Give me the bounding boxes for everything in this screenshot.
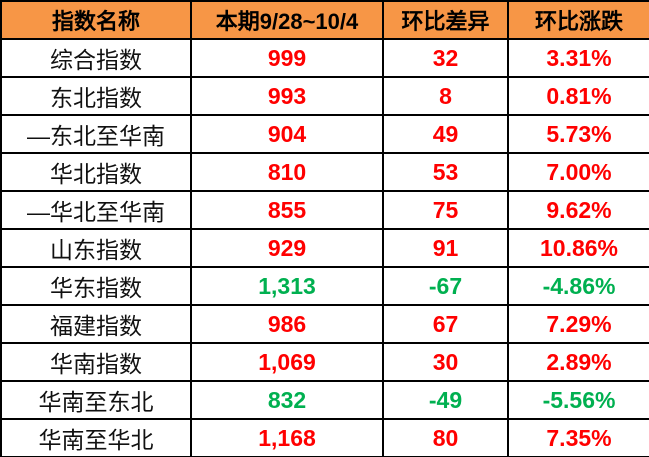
diff-cell: 32 [382,38,509,78]
current-value-cell: 993 [190,76,384,116]
table-row: —华北至华南 855 75 9.62% [0,190,649,230]
current-value-cell: 855 [190,190,384,230]
index-name-cell: 山东指数 [0,228,192,268]
current-value-cell: 1,069 [190,342,384,382]
diff-cell: 30 [382,342,509,382]
col-header-change: 环比涨跌 [507,0,649,40]
col-header-diff: 环比差异 [382,0,509,40]
diff-cell: 53 [382,152,509,192]
change-cell: 7.00% [507,152,649,192]
change-cell: -4.86% [507,266,649,306]
change-cell: 9.62% [507,190,649,230]
index-name-cell: 东北指数 [0,76,192,116]
diff-cell: 80 [382,418,509,457]
index-name-cell: 华南至华北 [0,418,192,457]
index-name-cell: 华南至东北 [0,380,192,420]
diff-cell: 8 [382,76,509,116]
diff-cell: 67 [382,304,509,344]
table-row: 东北指数 993 8 0.81% [0,76,649,116]
col-header-current-period: 本期9/28~10/4 [190,0,384,40]
current-value-cell: 832 [190,380,384,420]
change-cell: 7.29% [507,304,649,344]
current-value-cell: 986 [190,304,384,344]
table-row: 华南指数 1,069 30 2.89% [0,342,649,382]
change-cell: -5.56% [507,380,649,420]
diff-cell: 91 [382,228,509,268]
change-cell: 0.81% [507,76,649,116]
change-cell: 10.86% [507,228,649,268]
col-header-index-name: 指数名称 [0,0,192,40]
table-row: 华北指数 810 53 7.00% [0,152,649,192]
index-name-cell: 华东指数 [0,266,192,306]
index-name-cell: 综合指数 [0,38,192,78]
index-name-cell: 华北指数 [0,152,192,192]
table-row: 华南至华北 1,168 80 7.35% [0,418,649,457]
diff-cell: 75 [382,190,509,230]
table-row: 福建指数 986 67 7.29% [0,304,649,344]
change-cell: 3.31% [507,38,649,78]
table-row: 华东指数 1,313 -67 -4.86% [0,266,649,306]
index-name-cell: 福建指数 [0,304,192,344]
index-name-cell: —华北至华南 [0,190,192,230]
diff-cell: -49 [382,380,509,420]
change-cell: 5.73% [507,114,649,154]
table-row: 综合指数 999 32 3.31% [0,38,649,78]
current-value-cell: 810 [190,152,384,192]
table-row: —东北至华南 904 49 5.73% [0,114,649,154]
table-row: 山东指数 929 91 10.86% [0,228,649,268]
index-name-cell: 华南指数 [0,342,192,382]
table-row: 华南至东北 832 -49 -5.56% [0,380,649,420]
diff-cell: 49 [382,114,509,154]
current-value-cell: 1,168 [190,418,384,457]
current-value-cell: 929 [190,228,384,268]
change-cell: 2.89% [507,342,649,382]
change-cell: 7.35% [507,418,649,457]
header-row: 指数名称 本期9/28~10/4 环比差异 环比涨跌 [0,0,649,40]
current-value-cell: 904 [190,114,384,154]
index-name-cell: —东北至华南 [0,114,192,154]
current-value-cell: 999 [190,38,384,78]
diff-cell: -67 [382,266,509,306]
current-value-cell: 1,313 [190,266,384,306]
